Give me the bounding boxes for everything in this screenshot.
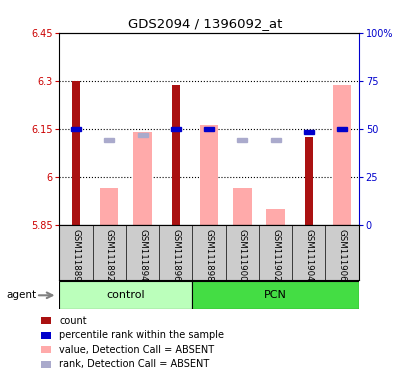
Text: GSM111898: GSM111898 — [204, 229, 213, 282]
Text: count: count — [59, 316, 87, 326]
Text: rank, Detection Call = ABSENT: rank, Detection Call = ABSENT — [59, 359, 209, 369]
Text: GSM111904: GSM111904 — [303, 229, 312, 282]
Bar — [270, 138, 280, 142]
Bar — [304, 137, 312, 225]
Text: PCN: PCN — [263, 290, 286, 300]
Text: GSM111889: GSM111889 — [72, 229, 81, 282]
Bar — [192, 281, 358, 309]
Bar — [336, 127, 346, 131]
Text: agent: agent — [6, 290, 36, 300]
Bar — [332, 86, 351, 225]
Bar — [204, 127, 213, 131]
Text: percentile rank within the sample: percentile rank within the sample — [59, 330, 224, 340]
Text: GSM111902: GSM111902 — [270, 229, 279, 282]
Text: GSM111896: GSM111896 — [171, 229, 180, 282]
Bar — [104, 138, 114, 142]
Bar — [266, 209, 284, 225]
Text: GDS2094 / 1396092_at: GDS2094 / 1396092_at — [128, 17, 281, 30]
Bar — [72, 81, 79, 225]
Bar — [303, 130, 313, 134]
Bar — [237, 138, 247, 142]
Bar — [172, 86, 179, 225]
Text: GSM111892: GSM111892 — [105, 229, 114, 282]
Bar — [233, 188, 251, 225]
Text: GSM111900: GSM111900 — [237, 229, 246, 282]
Text: GSM111894: GSM111894 — [138, 229, 147, 282]
Text: control: control — [106, 290, 145, 300]
Bar — [200, 126, 218, 225]
Bar — [71, 127, 81, 131]
Bar — [59, 281, 192, 309]
Text: GSM111906: GSM111906 — [337, 229, 346, 282]
Text: value, Detection Call = ABSENT: value, Detection Call = ABSENT — [59, 345, 214, 355]
Bar — [171, 127, 180, 131]
Bar — [100, 188, 118, 225]
Bar — [137, 133, 147, 137]
Bar — [133, 132, 151, 225]
